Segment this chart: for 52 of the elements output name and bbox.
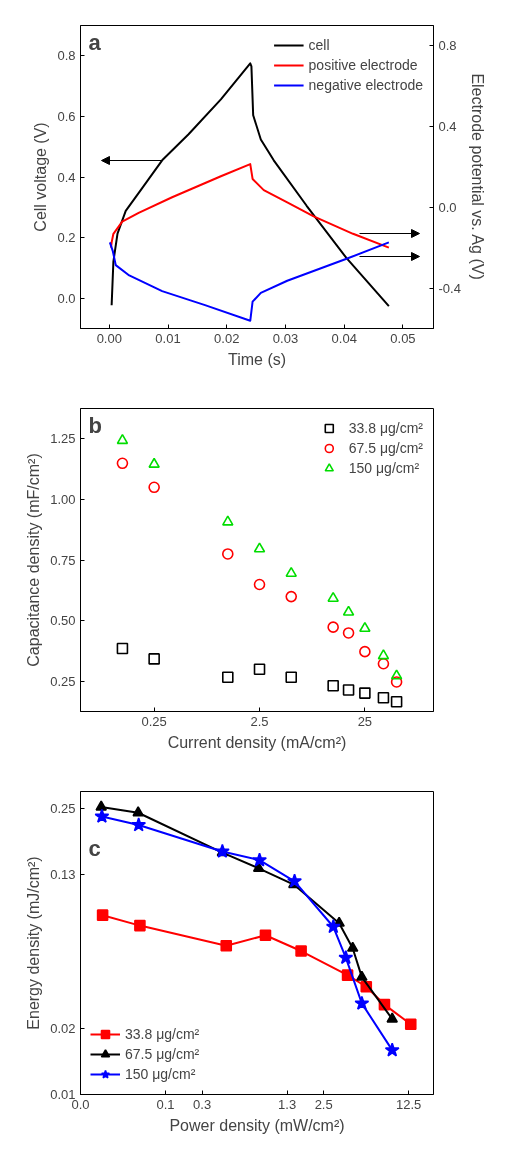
y-axis-title: Cell voltage (V)	[32, 122, 50, 232]
x-tick-label: 0.02	[214, 330, 240, 346]
legend-label: 67.5 μg/cm²	[125, 1046, 200, 1062]
y-tick-label: 0.13	[50, 867, 76, 883]
line-series	[110, 163, 390, 249]
x-tick-label: 0.04	[331, 330, 357, 346]
line-series	[108, 241, 390, 322]
legend-label: 67.5 μg/cm²	[348, 440, 423, 456]
y2-tick-label: -0.4	[438, 281, 461, 297]
legend-label: 33.8 μg/cm²	[348, 420, 423, 436]
x-tick-label: 0.00	[96, 330, 122, 346]
y-tick-label: 0.02	[50, 1020, 76, 1036]
y-tick-label: 0.4	[57, 169, 76, 185]
y-tick-label: 1.25	[50, 431, 76, 447]
x-axis-title: Time (s)	[227, 350, 287, 368]
y-axis-title: Capacitance density (mF/cm²)	[25, 453, 43, 667]
x-tick-label: 0.1	[156, 1096, 175, 1112]
x-tick-label: 0.01	[155, 330, 181, 346]
x-tick-label: 25	[357, 713, 373, 729]
x-tick-label: 1.3	[278, 1096, 297, 1112]
legend-label: 33.8 μg/cm²	[125, 1026, 200, 1042]
x-tick-label: 2.5	[314, 1096, 333, 1112]
annotation: c	[88, 835, 101, 861]
legend-label: cell	[308, 37, 330, 53]
legend-label: positive electrode	[308, 57, 418, 73]
y-tick-label: 0.25	[50, 673, 76, 689]
y-tick-label: 0.8	[57, 48, 76, 64]
legend-label: 150 μg/cm²	[125, 1066, 196, 1082]
annotation: b	[88, 412, 102, 438]
legend-label: 150 μg/cm²	[348, 460, 420, 476]
x-tick-label: 0.05	[390, 330, 416, 346]
x-axis-title: Current density (mA/cm²)	[167, 733, 347, 751]
y-tick-label: 0.6	[57, 108, 76, 124]
y-axis-title: Energy density (mJ/cm²)	[25, 856, 43, 1030]
y-tick-label: 0.75	[50, 552, 76, 568]
annotation: a	[88, 29, 102, 55]
x-tick-label: 0.03	[272, 330, 299, 346]
y-tick-label: 0.25	[50, 801, 76, 817]
legend-label: negative electrode	[308, 77, 423, 93]
x-tick-label: 0.25	[141, 713, 167, 729]
y-tick-label: 0.0	[57, 290, 76, 306]
x-tick-label: 2.5	[250, 713, 269, 729]
y-tick-label: 0.50	[50, 613, 76, 629]
y2-tick-label: 0.0	[438, 200, 457, 216]
y2-axis-title: Electrode potential vs. Ag (V)	[468, 73, 486, 280]
x-tick-label: 12.5	[396, 1096, 422, 1112]
y-tick-label: 0.2	[57, 230, 76, 246]
y2-tick-label: 0.8	[438, 37, 457, 53]
x-axis-title: Power density (mW/cm²)	[169, 1116, 345, 1134]
y-tick-label: 1.00	[50, 491, 76, 507]
y2-tick-label: 0.4	[438, 118, 457, 134]
x-tick-label: 0.3	[193, 1096, 212, 1112]
